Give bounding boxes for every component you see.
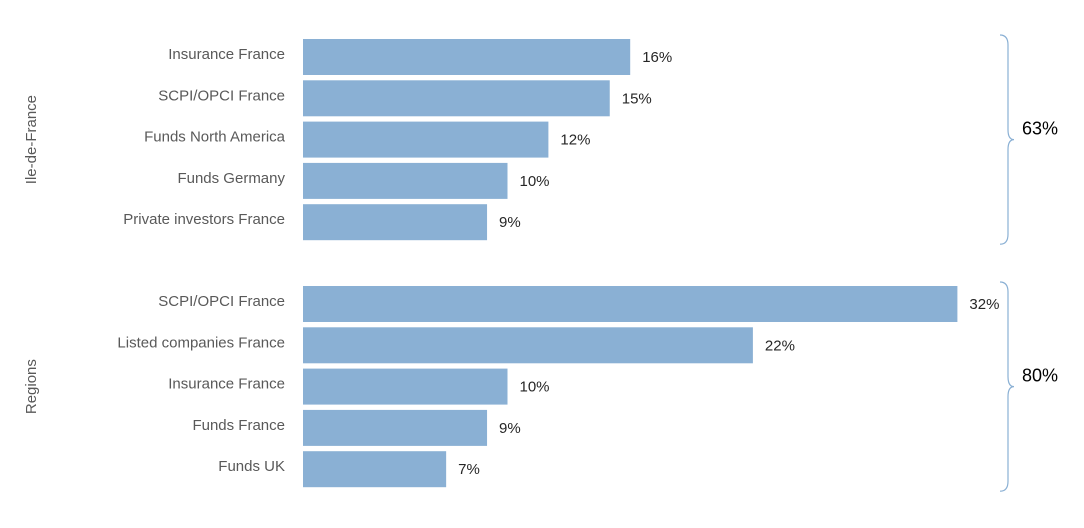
bar (303, 204, 488, 241)
category-label: SCPI/OPCI France (158, 87, 285, 104)
bar (303, 162, 508, 199)
bar (303, 39, 631, 75)
value-label: 16% (642, 49, 672, 66)
bracket (999, 34, 1015, 245)
value-label: 12% (560, 132, 590, 149)
category-label: Funds North America (144, 129, 286, 146)
category-label: Funds France (192, 417, 285, 434)
value-label: 10% (520, 173, 550, 190)
category-label: SCPI/OPCI France (158, 293, 285, 310)
category-label: Funds Germany (177, 170, 285, 187)
bar (303, 327, 753, 364)
total-label: 63% (1022, 118, 1058, 138)
total-label: 80% (1022, 365, 1058, 385)
category-label: Private investors France (123, 211, 285, 228)
category-label: Funds UK (218, 458, 285, 475)
value-label: 15% (622, 90, 652, 107)
category-label: Insurance France (168, 46, 285, 63)
value-label: 9% (499, 214, 521, 231)
bar (303, 368, 508, 405)
value-label: 7% (458, 461, 480, 478)
bar (303, 286, 958, 322)
bracket (999, 281, 1015, 492)
bar (303, 80, 610, 117)
bar (303, 121, 549, 158)
value-label: 9% (499, 420, 521, 437)
bar (303, 451, 447, 488)
value-label: 10% (520, 379, 550, 396)
value-label: 22% (765, 337, 795, 354)
category-label: Insurance France (168, 376, 285, 393)
category-label: Listed companies France (117, 334, 285, 351)
group-label: Ile-de-France (23, 95, 40, 184)
value-label: 32% (969, 296, 999, 313)
bar (303, 409, 488, 446)
group-label: Regions (23, 359, 40, 414)
